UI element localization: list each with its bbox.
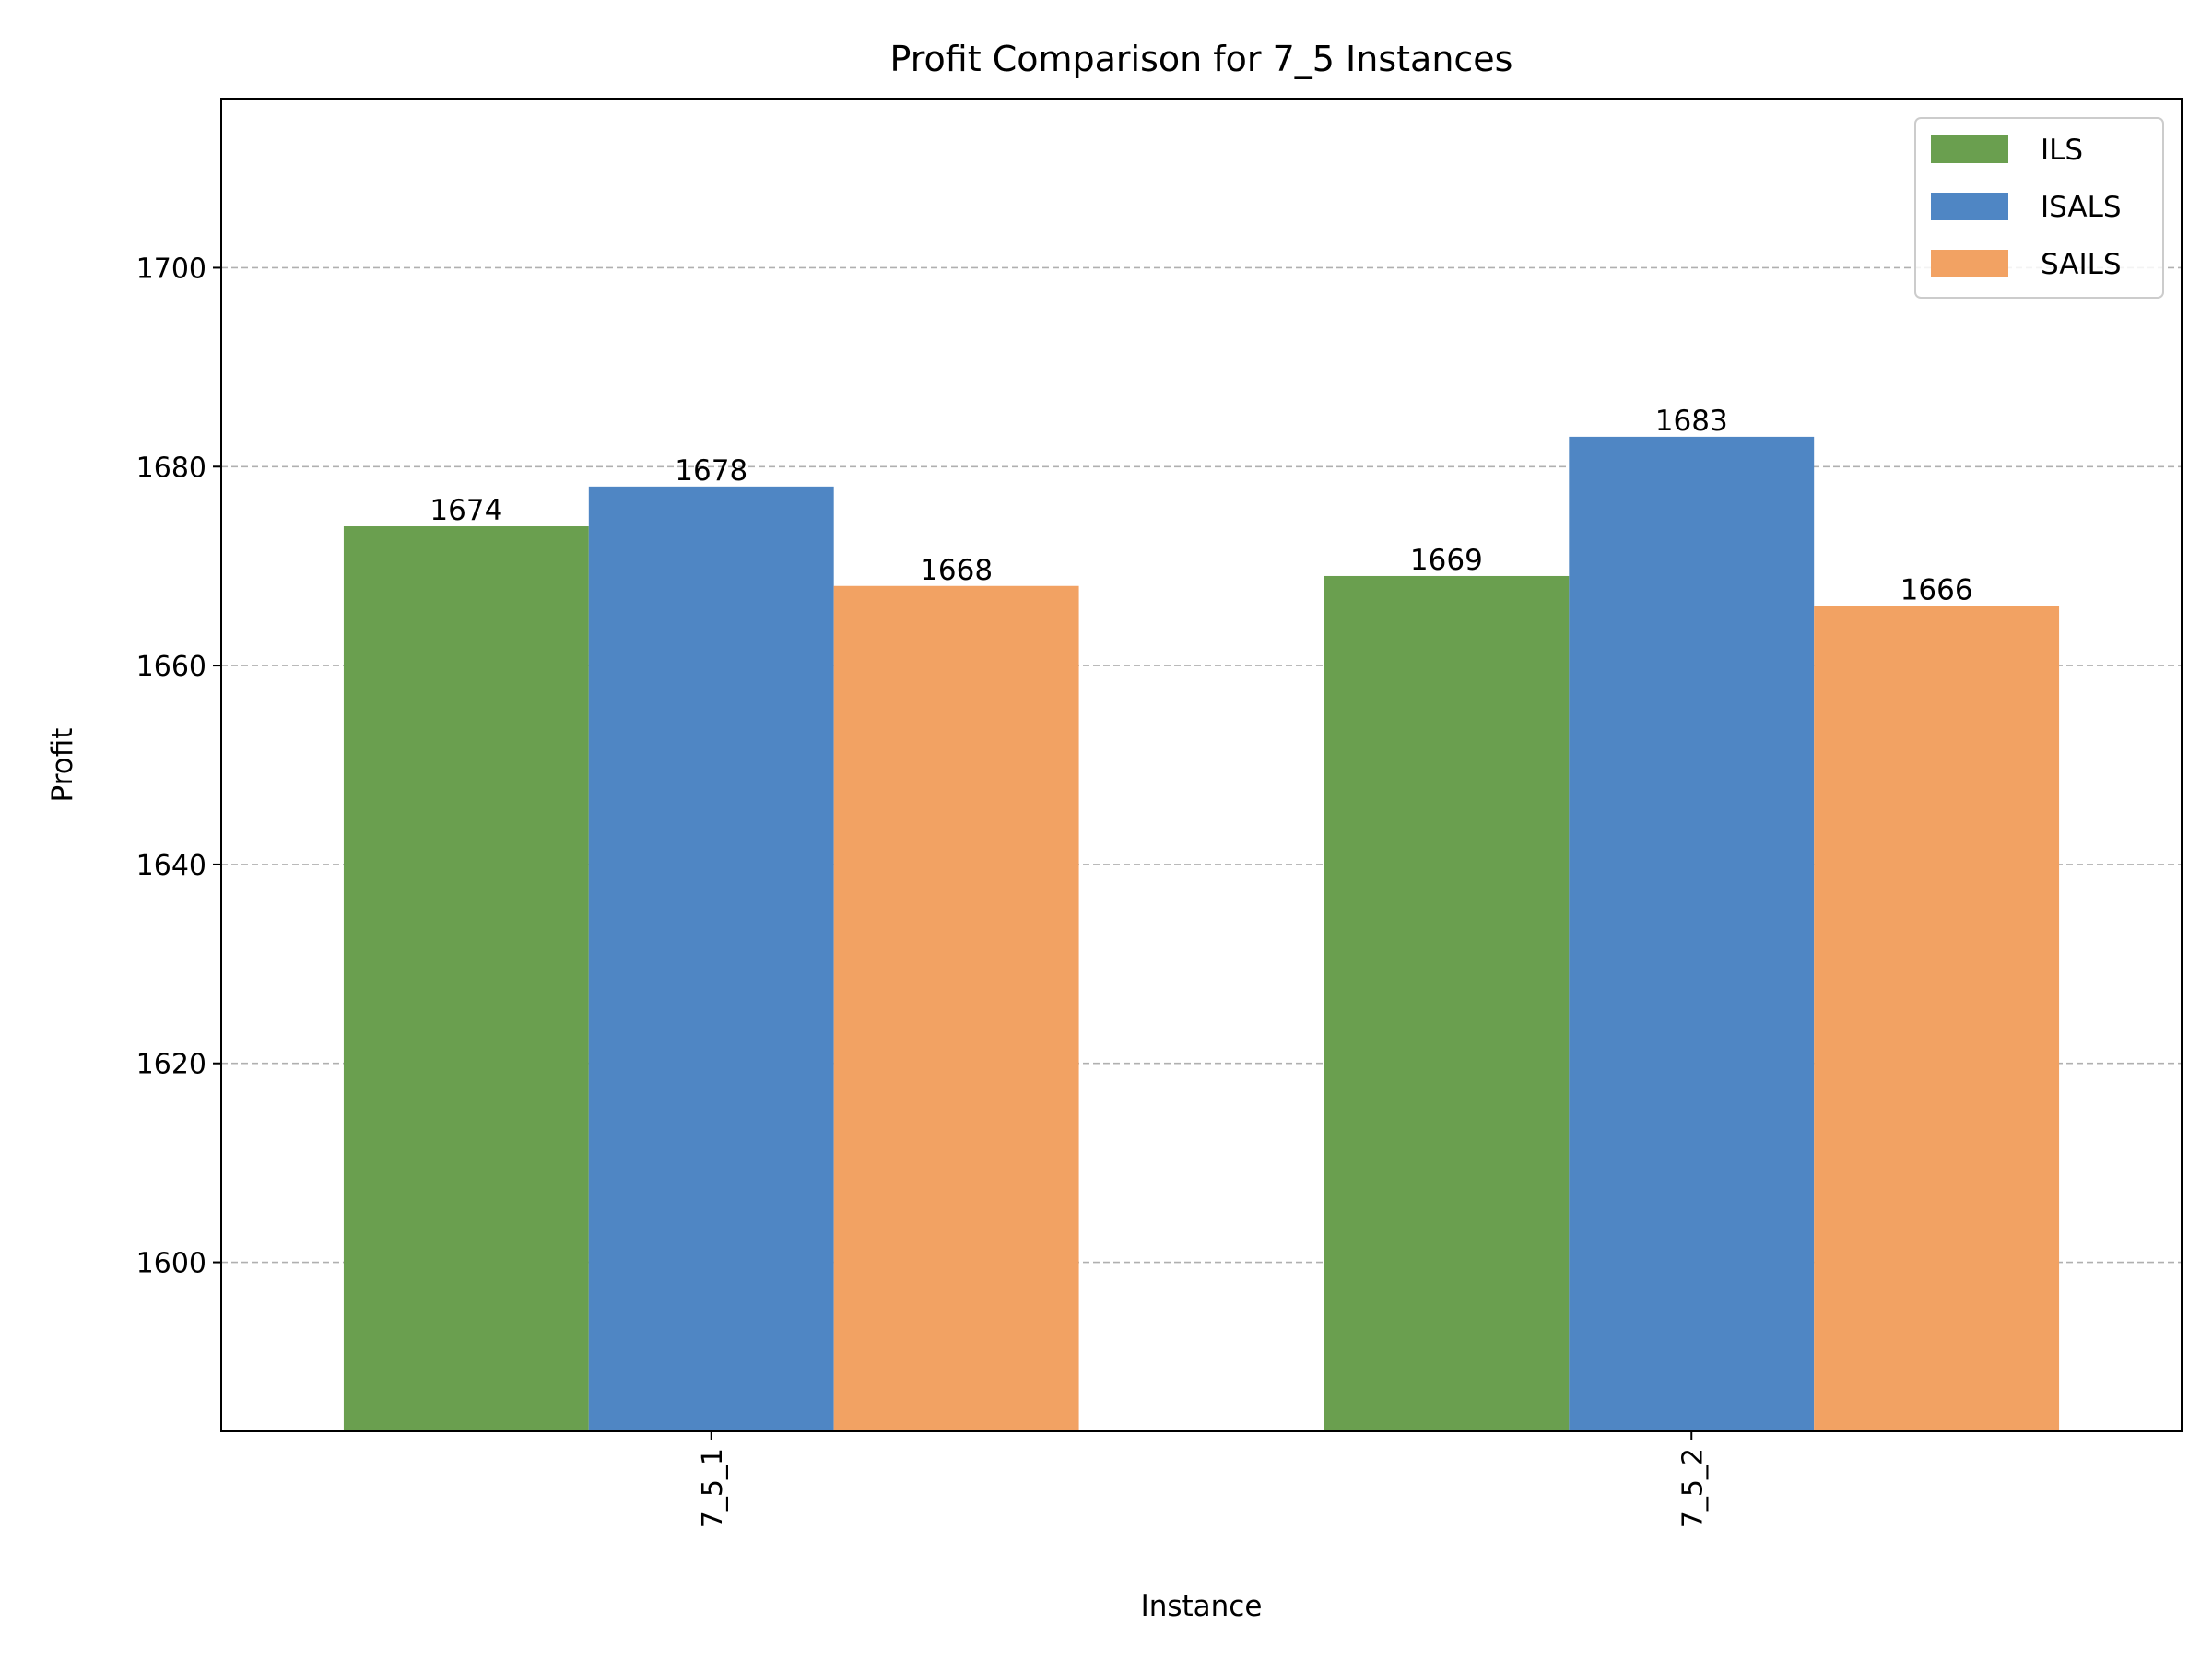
legend-swatch-sails	[1931, 250, 2008, 277]
bar-value-label: 1674	[429, 494, 502, 527]
legend: ILS ISALS SAILS	[1914, 117, 2164, 299]
y-tick-label: 1620	[136, 1049, 206, 1081]
plot-frame	[220, 98, 2183, 1432]
legend-label-sails: SAILS	[2041, 248, 2122, 281]
legend-label-ils: ILS	[2041, 134, 2083, 167]
legend-swatch-isals	[1931, 193, 2008, 220]
x-tick-label: 7_5_1	[697, 1448, 729, 1528]
y-tick-label: 1680	[136, 452, 206, 484]
y-tick-label: 1700	[136, 253, 206, 285]
bar-ils-7_5_2	[1324, 575, 1570, 1431]
bar-sails-7_5_1	[833, 585, 1079, 1431]
bar-value-label: 1669	[1410, 544, 1483, 577]
bar-value-label: 1668	[920, 554, 993, 587]
chart-title: Profit Comparison for 7_5 Instances	[890, 39, 1513, 79]
bar-value-label: 1678	[675, 454, 747, 488]
bar-labels: 1674 1678 1668 1669 1683 1666	[429, 405, 1972, 606]
x-tick-label: 7_5_2	[1677, 1448, 1709, 1528]
y-tick-label: 1660	[136, 651, 206, 683]
bar-sails-7_5_2	[1814, 606, 2060, 1431]
bar-isals-7_5_2	[1569, 436, 1815, 1431]
legend-label-isals: ISALS	[2041, 191, 2122, 224]
bars	[343, 436, 2060, 1431]
bar-value-label: 1666	[1900, 573, 1973, 606]
axis-ticks: 1600 1620 1640 1660 1680 1700 7_5_1 7_5_2	[136, 253, 1710, 1528]
y-tick-label: 1640	[136, 850, 206, 882]
bar-isals-7_5_1	[588, 486, 834, 1431]
bar-value-label: 1683	[1655, 405, 1728, 438]
legend-swatch-ils	[1931, 135, 2008, 163]
bar-ils-7_5_1	[343, 526, 589, 1431]
y-tick-label: 1600	[136, 1248, 206, 1280]
y-axis-title: Profit	[46, 728, 79, 803]
x-axis-title: Instance	[1141, 1590, 1263, 1623]
